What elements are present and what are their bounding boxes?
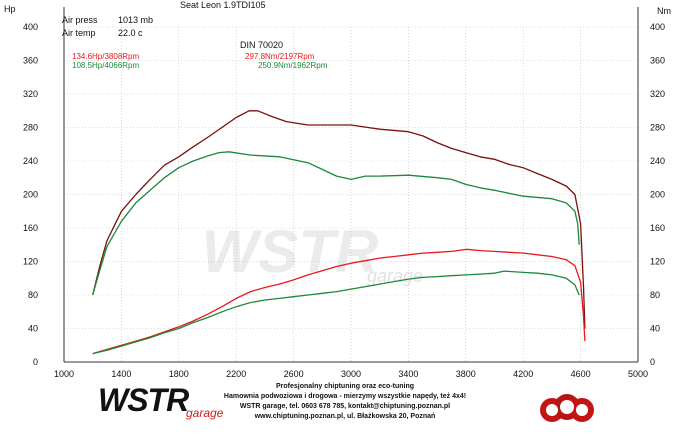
air-temp-label: Air temp (62, 28, 96, 38)
y-right-tick-label: 280 (650, 123, 665, 133)
x-tick-label: 4600 (571, 369, 591, 379)
y-right-tick-label: 360 (650, 56, 665, 66)
x-tick-label: 2600 (284, 369, 304, 379)
series (92, 110, 586, 355)
y-left-tick-label: 240 (23, 156, 38, 166)
readout-torque-after: 297.8Nm/2197Rpm (245, 52, 315, 61)
y-right-tick-label: 80 (650, 290, 660, 300)
right-axis-label: Nm (657, 6, 671, 16)
x-tick-label: 2200 (226, 369, 246, 379)
y-left-tick-label: 80 (28, 290, 38, 300)
y-right-tick-label: 40 (650, 324, 660, 334)
y-left-tick-label: 280 (23, 123, 38, 133)
y-right-tick-label: 400 (650, 22, 665, 32)
series-line-torque-stock (92, 151, 580, 296)
y-left-tick-label: 40 (28, 324, 38, 334)
x-tick-label: 1400 (111, 369, 131, 379)
x-tick-label: 1800 (169, 369, 189, 379)
footer-line-3: WSTR garage, tel. 0603 678 785, kontakt@… (239, 403, 451, 410)
standard-label: DIN 70020 (240, 40, 284, 50)
y-left-tick-label: 360 (23, 56, 38, 66)
y-right-tick-label: 120 (650, 257, 665, 267)
watermark-brand: WSTR (202, 218, 379, 285)
series-line-power-stock (92, 270, 580, 355)
y-right-tick-label: 200 (650, 190, 665, 200)
y-right-tick-label: 160 (650, 223, 665, 233)
chart-title: Seat Leon 1.9TDI105 (180, 0, 266, 10)
x-tick-label: 5000 (628, 369, 648, 379)
footer-circles-logo (532, 392, 602, 424)
footer-line-1: Profesjonalny chiptuning oraz eco-tuning (275, 383, 415, 390)
air-press-value: 1013 mb (118, 15, 154, 25)
y-left-tick-label: 120 (23, 257, 38, 267)
y-left-tick-label: 160 (23, 223, 38, 233)
air-press-label: Air press (62, 15, 98, 25)
y-left-tick-label: 200 (23, 190, 38, 200)
x-tick-label: 4200 (513, 369, 533, 379)
readout-power-after: 134.6Hp/3808Rpm (72, 52, 140, 61)
watermark-sub: garage (367, 266, 423, 286)
air-temp-value: 22.0 c (118, 28, 143, 38)
y-right-tick-label: 320 (650, 89, 665, 99)
y-right-tick-label: 0 (650, 357, 655, 367)
readout-power-stock: 108.5Hp/4066Rpm (72, 61, 140, 70)
axes: 1000 1400 1800 2200 2600 3000 3400 3800 4200 4600… (23, 7, 665, 379)
left-axis-label: Hp (4, 4, 16, 14)
series-line-power-after (92, 248, 586, 355)
footer-logo: WSTR garage (98, 382, 238, 424)
footer-logo-brand: WSTR (98, 382, 189, 418)
series-line-torque-after (92, 110, 586, 329)
x-tick-label: 3800 (456, 369, 476, 379)
y-right-tick-label: 240 (650, 156, 665, 166)
circles-icon (540, 394, 594, 422)
footer-logo-sub: garage (186, 406, 224, 420)
watermark: WSTR garage (202, 218, 423, 286)
footer-line-2: Hamownia podwoziowa i drogowa - mierzymy… (223, 393, 467, 400)
x-tick-label: 3400 (398, 369, 418, 379)
y-left-tick-label: 320 (23, 89, 38, 99)
y-left-tick-label: 0 (33, 357, 38, 367)
footer-line-4: www.chiptuning.poznan.pl, ul. Błażkowska… (254, 413, 436, 420)
readout-torque-stock: 250.9Nm/1962Rpm (258, 61, 328, 70)
y-left-tick-label: 400 (23, 22, 38, 32)
x-tick-label: 1000 (54, 369, 74, 379)
x-tick-label: 3000 (341, 369, 361, 379)
grid (63, 26, 639, 363)
